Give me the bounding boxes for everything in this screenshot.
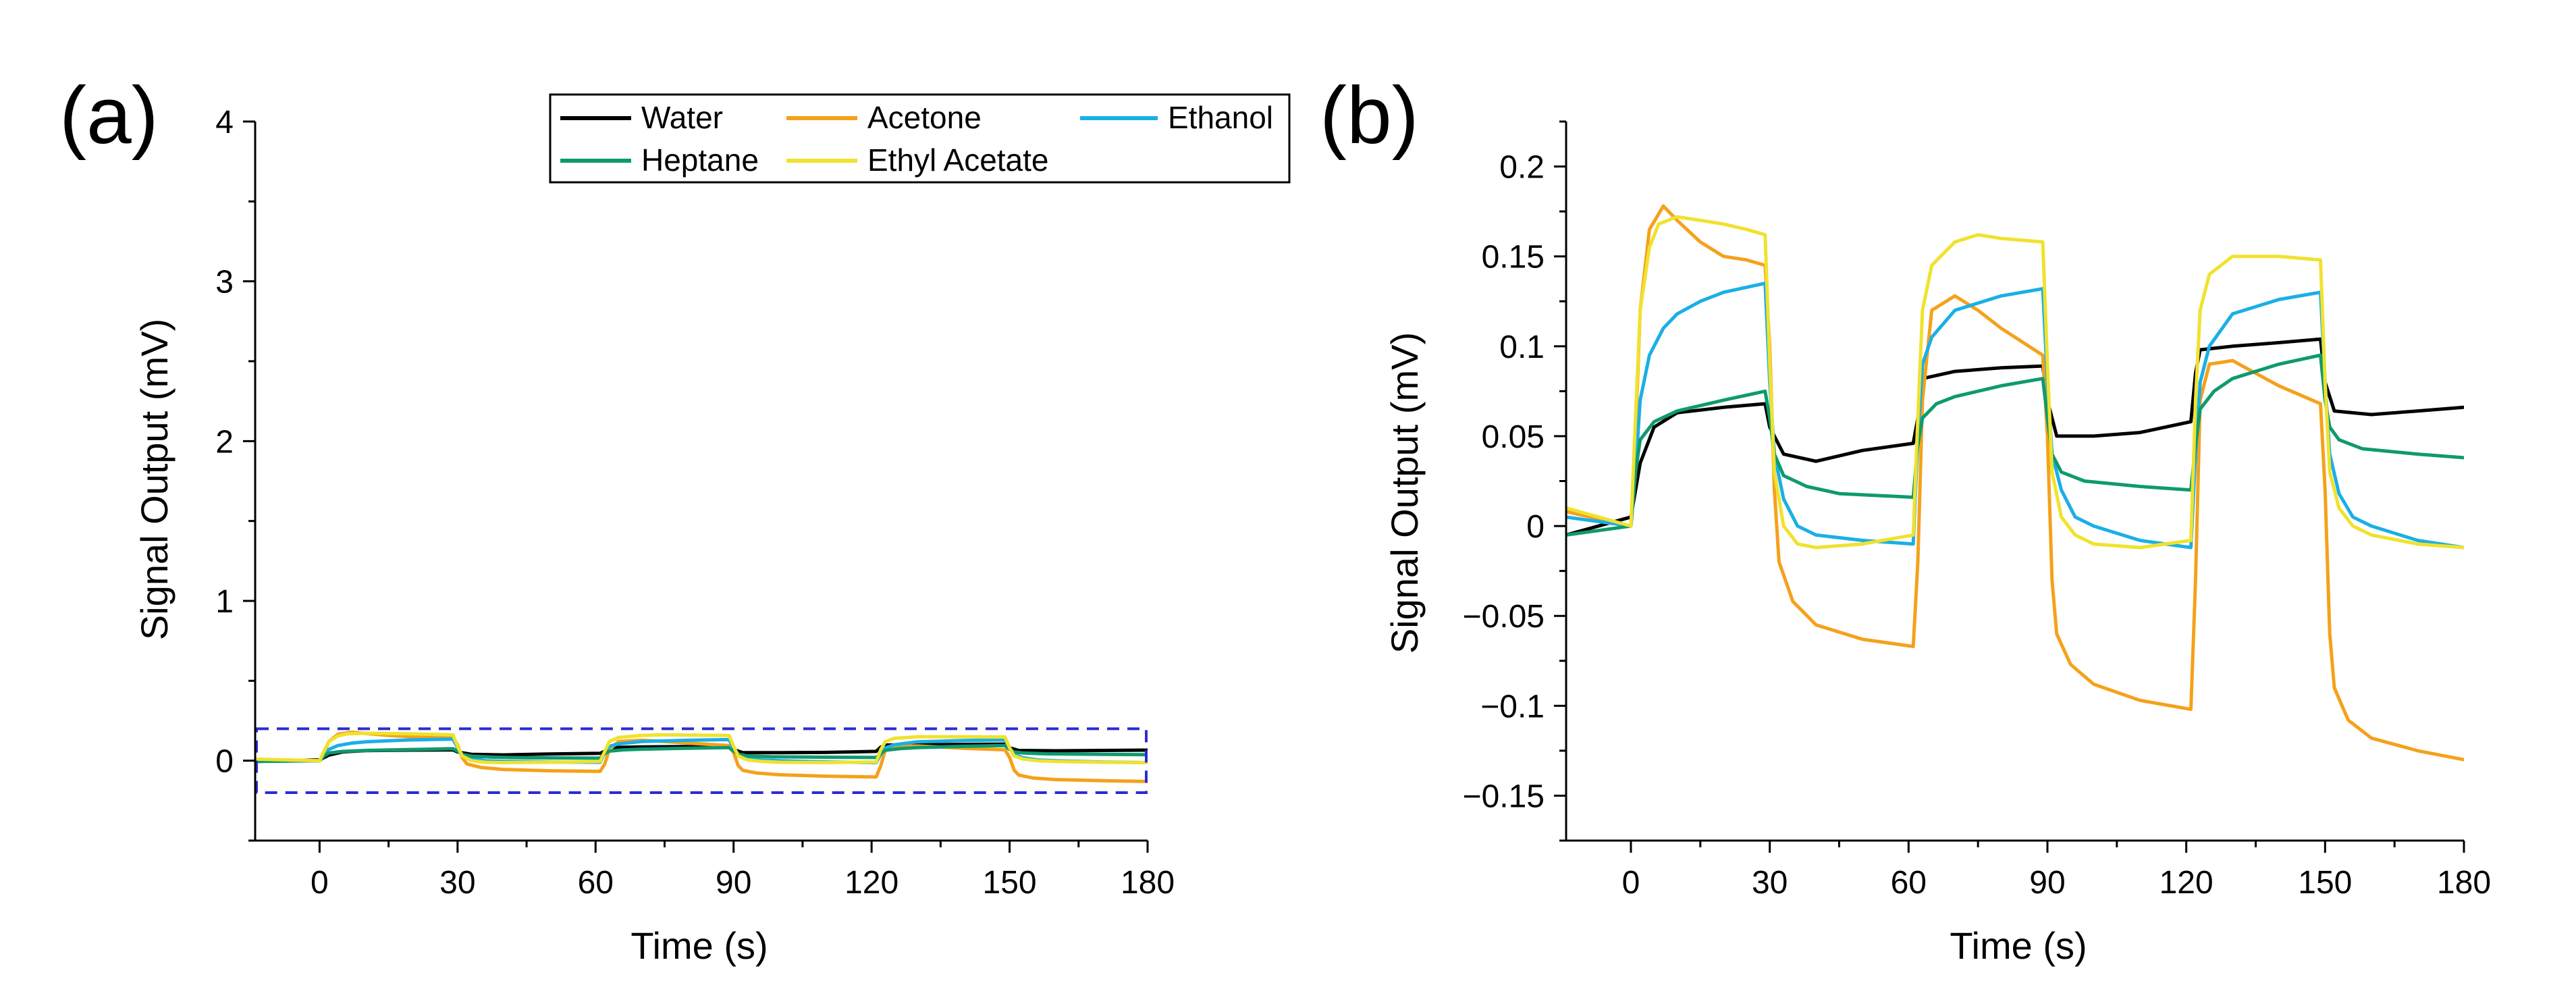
y-tick-label-b: 0.05 bbox=[1482, 419, 1545, 455]
x-tick-label-b: 120 bbox=[2159, 865, 2213, 901]
y-tick-label-a: 2 bbox=[215, 424, 234, 460]
x-tick-label-b: 90 bbox=[2029, 865, 2065, 901]
legend-label-heptane: Heptane bbox=[641, 142, 759, 178]
series-line-ethyl-acetate-a bbox=[255, 731, 1148, 764]
x-axis-title-a: Time (s) bbox=[630, 924, 768, 967]
x-tick-label-b: 0 bbox=[1622, 865, 1640, 901]
y-tick-label-b: −0.05 bbox=[1463, 599, 1545, 635]
legend-label-acetone: Acetone bbox=[867, 100, 982, 135]
y-tick-label-b: −0.15 bbox=[1463, 778, 1545, 814]
plot-area-b: 0 30 60 90 120 150 180 −0.15 −0.1 −0.05 0 0.05 0.1 0.… bbox=[1463, 120, 2491, 901]
x-tick-label-a: 120 bbox=[844, 865, 898, 901]
x-tick-label-a: 150 bbox=[983, 865, 1037, 901]
x-tick-label-a: 0 bbox=[311, 865, 329, 901]
y-tick-label-b: 0.2 bbox=[1499, 150, 1545, 186]
legend-label-ethyl-acetate: Ethyl Acetate bbox=[867, 142, 1049, 178]
x-axis-title-b: Time (s) bbox=[1950, 924, 2087, 967]
y-tick-label-b: 0.15 bbox=[1482, 240, 1545, 275]
series-line-heptane-b bbox=[1566, 353, 2464, 537]
series-line-heptane-a bbox=[255, 743, 1148, 764]
y-tick-label-a: 4 bbox=[215, 105, 234, 140]
series-group-b bbox=[1566, 204, 2464, 762]
legend-label-water: Water bbox=[641, 100, 723, 135]
x-tick-label-a: 30 bbox=[439, 865, 475, 901]
legend-label-ethanol: Ethanol bbox=[1168, 100, 1273, 135]
series-line-water-b bbox=[1566, 337, 2464, 537]
zoom-box-a bbox=[255, 727, 1148, 795]
y-tick-label-a: 3 bbox=[215, 265, 234, 300]
x-tick-label-a: 60 bbox=[578, 865, 614, 901]
series-line-acetone-b bbox=[1566, 204, 2464, 762]
y-axis-title-b: Signal Output (mV) bbox=[1383, 332, 1426, 654]
x-tick-label-b: 150 bbox=[2298, 865, 2352, 901]
legend: Water Acetone Ethanol Heptane Ethyl Acet… bbox=[549, 93, 1291, 184]
y-tick-label-a: 0 bbox=[215, 744, 234, 780]
y-tick-label-b: −0.1 bbox=[1480, 689, 1545, 724]
panel-a: (a) Signal Output (mV) Time (s) 0 30 60 90 1… bbox=[59, 70, 1291, 967]
series-group-a bbox=[255, 731, 1148, 783]
y-tick-label-b: 0.1 bbox=[1499, 329, 1545, 365]
x-tick-label-b: 60 bbox=[1891, 865, 1927, 901]
panel-label-a: (a) bbox=[59, 70, 159, 161]
x-tick-label-a: 90 bbox=[716, 865, 751, 901]
x-tick-label-a: 180 bbox=[1121, 865, 1175, 901]
legend-box bbox=[549, 93, 1291, 184]
y-tick-label-a: 1 bbox=[215, 584, 234, 620]
series-line-acetone-a bbox=[255, 731, 1148, 783]
y-axis-title-a: Signal Output (mV) bbox=[133, 319, 176, 640]
y-tick-label-b: 0 bbox=[1526, 509, 1545, 545]
panel-b: (b) Signal Output (mV) Time (s) 0 30 60 90 1… bbox=[1320, 70, 2491, 967]
plot-area-a: 0 30 60 90 120 150 180 0 1 2 3 4 bbox=[215, 105, 1175, 901]
panel-label-b: (b) bbox=[1320, 70, 1419, 161]
x-tick-label-b: 180 bbox=[2437, 865, 2491, 901]
x-tick-label-b: 30 bbox=[1752, 865, 1788, 901]
series-line-ethyl-acetate-b bbox=[1566, 215, 2464, 550]
